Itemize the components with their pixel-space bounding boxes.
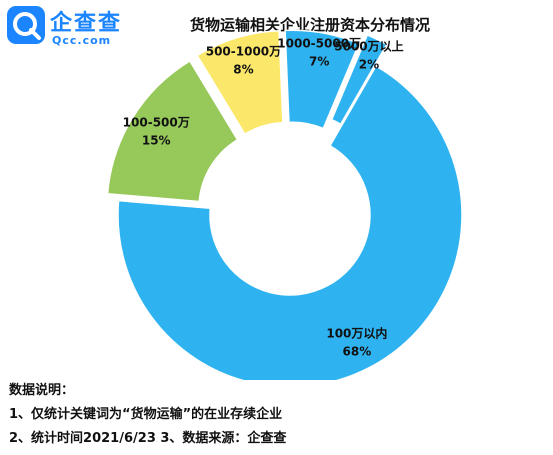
logo: 企查查 Qcc.com	[6, 5, 146, 51]
chart-title: 货物运输相关企业注册资本分布情况	[189, 16, 430, 34]
slice-1	[117, 65, 463, 380]
slice-4	[284, 29, 360, 130]
slice-value-4: 7%	[309, 54, 329, 68]
notes: 数据说明： 1、仅统计关键词为“货物运输”的在业存续企业 2、统计时间2021/…	[9, 380, 286, 452]
donut-chart: 100万以内 68% 100-500万 15% 500-1000万 8% 1000-5000…	[106, 29, 463, 380]
slice-value-1: 68%	[343, 344, 372, 358]
slice-value-3: 8%	[233, 62, 253, 76]
slice-label-3: 500-1000万	[206, 44, 281, 58]
slice-5	[330, 33, 388, 126]
qcc-logo-icon	[7, 6, 45, 44]
slice-3	[196, 29, 284, 136]
slice-label-4: 1000-5000万	[277, 36, 361, 50]
notes-heading: 数据说明：	[9, 383, 75, 398]
slice-value-5: 2%	[359, 57, 379, 71]
slice-label-2: 100-500万	[123, 116, 190, 130]
logo-domain: Qcc.com	[52, 34, 112, 47]
logo-name: 企查查	[50, 11, 123, 36]
notes-line-2: 2、统计时间2021/6/23 3、数据来源：企查查	[9, 431, 287, 446]
slice-label-1: 100万以内	[326, 325, 387, 340]
slice-value-2: 15%	[142, 134, 171, 148]
slice-label-5: 5000万以上	[334, 38, 403, 53]
slice-2	[106, 59, 239, 203]
notes-line-1: 1、仅统计关键词为“货物运输”的在业存续企业	[9, 407, 283, 422]
